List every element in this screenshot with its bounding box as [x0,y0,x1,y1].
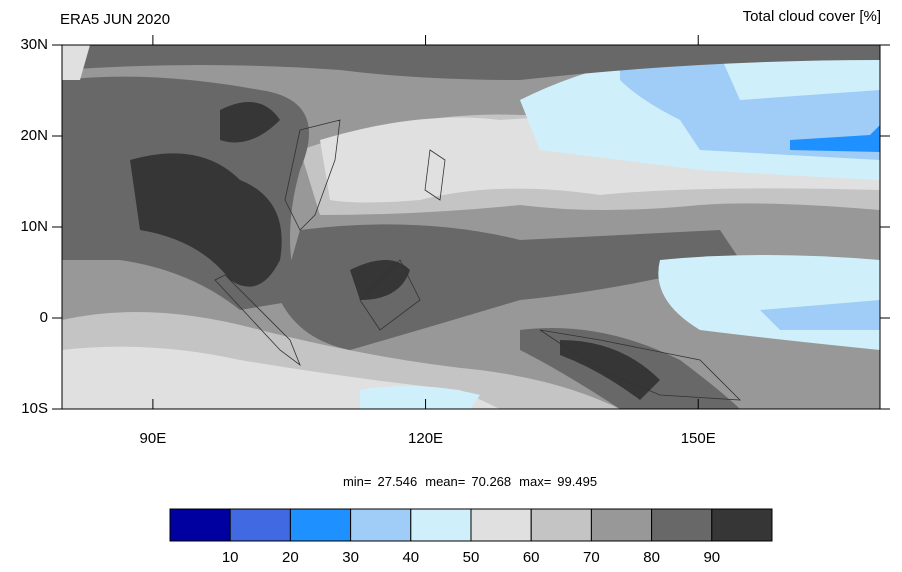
y-tick-label: 10N [20,218,48,235]
colorbar-label: 20 [282,549,299,566]
right-title: Total cloud cover [%] [743,8,881,25]
colorbar-label: 60 [523,549,540,566]
stat-value: 99.495 [557,474,597,489]
colorbar-label: 40 [402,549,419,566]
colorbar-box [350,508,412,542]
stat-label: max= [519,474,551,489]
stat-value: 27.546 [377,474,417,489]
y-tick-label: 0 [40,309,48,326]
colorbar-box [651,508,713,542]
colorbar: 10 20 30 40 50 60 70 80 90 [169,508,773,566]
stat-label: mean= [425,474,465,489]
colorbar-label: 10 [222,549,239,566]
colorbar-label: 30 [342,549,359,566]
stat-value: 70.268 [471,474,511,489]
left-title: ERA5 JUN 2020 [60,11,170,28]
colorbar-box [530,508,592,542]
x-tick-label: 90E [140,430,167,447]
cloud-field [62,45,880,409]
y-tick-label: 20N [20,127,48,144]
y-tick-label: 30N [20,36,48,53]
colorbar-label: 90 [703,549,720,566]
colorbar-label: 50 [463,549,480,566]
x-tick-label: 150E [681,430,716,447]
colorbar-box [470,508,532,542]
colorbar-box [590,508,653,542]
colorbar-box [229,508,291,542]
y-tick-label: 10S [21,400,48,417]
colorbar-label: 70 [583,549,600,566]
colorbar-label: 80 [643,549,660,566]
stats-line: min= 27.546 mean= 70.268 max= 99.495 [343,474,597,489]
stat-label: min= [343,474,372,489]
x-tick-label: 120E [408,430,443,447]
colorbar-box [169,508,231,542]
colorbar-box [289,508,352,542]
colorbar-box [410,508,472,542]
colorbar-box [711,508,773,542]
